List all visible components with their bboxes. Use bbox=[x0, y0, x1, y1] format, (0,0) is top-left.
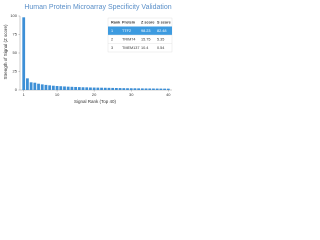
bar bbox=[51, 85, 55, 90]
bar bbox=[155, 88, 159, 90]
bar bbox=[77, 87, 81, 90]
bar bbox=[48, 85, 52, 90]
table-cell: 0.54 bbox=[157, 46, 164, 50]
bar bbox=[81, 87, 85, 90]
bar bbox=[122, 88, 126, 90]
table-cell: 3 bbox=[111, 46, 113, 50]
bar bbox=[129, 88, 133, 90]
x-axis-label: Signal Rank (Top 40) bbox=[74, 99, 117, 104]
table-cell: 98.23 bbox=[141, 29, 151, 33]
bar bbox=[148, 88, 152, 90]
bar bbox=[92, 87, 96, 90]
bar bbox=[163, 88, 166, 90]
chart-title: Human Protein Microarray Specificity Val… bbox=[24, 4, 171, 11]
table-cell: 1 bbox=[111, 29, 113, 33]
table-header: Rank bbox=[111, 20, 121, 24]
table-cell: 2 bbox=[111, 37, 113, 41]
x-tick-label: 20 bbox=[92, 92, 97, 97]
table-header: Z score bbox=[141, 20, 155, 24]
bar bbox=[100, 87, 103, 90]
bar bbox=[44, 84, 48, 90]
table-highlight bbox=[108, 26, 172, 35]
bar bbox=[63, 86, 66, 90]
table-cell: 10.4 bbox=[141, 46, 148, 50]
x-tick-label: 30 bbox=[129, 92, 134, 97]
y-tick-label: 100 bbox=[10, 13, 17, 18]
y-tick-label: 50 bbox=[13, 50, 18, 55]
bar bbox=[22, 17, 26, 90]
bar bbox=[26, 78, 29, 90]
bar bbox=[29, 82, 33, 90]
table-cell: 15.75 bbox=[141, 37, 151, 41]
table-header: Protein bbox=[122, 20, 136, 24]
bar bbox=[111, 87, 115, 90]
bar bbox=[70, 86, 74, 90]
bar bbox=[115, 88, 118, 90]
table-cell: 82.48 bbox=[157, 29, 167, 33]
y-tick-label: 25 bbox=[13, 69, 18, 74]
bar bbox=[103, 87, 107, 90]
bar bbox=[89, 87, 92, 90]
bar bbox=[144, 88, 148, 90]
bar bbox=[133, 88, 137, 90]
y-axis-label: Strength of Signal (Z score) bbox=[3, 24, 8, 80]
bar bbox=[33, 82, 37, 90]
bar bbox=[118, 88, 122, 90]
bar bbox=[126, 88, 129, 90]
table-cell: TMEM137 bbox=[122, 46, 140, 50]
chart: Human Protein Microarray Specificity Val… bbox=[3, 4, 173, 104]
table-cell: 5.35 bbox=[157, 37, 164, 41]
bar bbox=[85, 87, 89, 90]
bar bbox=[37, 83, 40, 90]
y-tick-label: 0 bbox=[15, 87, 18, 92]
bar bbox=[152, 88, 155, 90]
bar bbox=[55, 86, 59, 90]
y-tick-label: 75 bbox=[13, 32, 18, 37]
bar bbox=[137, 88, 141, 90]
x-tick-label: 1 bbox=[23, 92, 26, 97]
bar bbox=[96, 87, 100, 90]
bar bbox=[40, 84, 44, 90]
bar bbox=[140, 88, 144, 90]
bar bbox=[66, 86, 70, 90]
bar bbox=[159, 88, 163, 90]
table-cell: TTF2 bbox=[122, 29, 131, 33]
x-tick-label: 10 bbox=[55, 92, 60, 97]
bar bbox=[59, 86, 63, 90]
bar bbox=[74, 86, 77, 90]
bar bbox=[107, 87, 111, 90]
bar bbox=[166, 88, 170, 90]
table-cell: TRIM74 bbox=[122, 37, 136, 41]
x-tick-label: 40 bbox=[166, 92, 171, 97]
table-header: S score bbox=[157, 20, 171, 24]
